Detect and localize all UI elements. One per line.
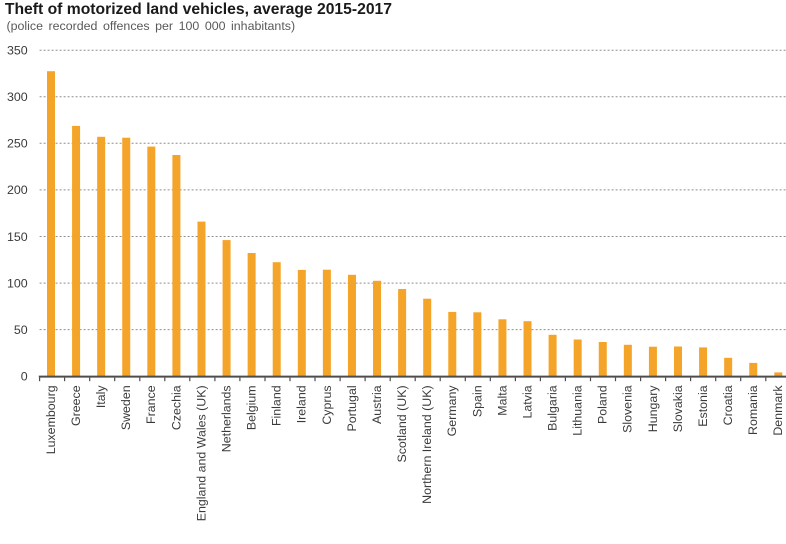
svg-text:England and Wales (UK): England and Wales (UK) <box>194 385 208 521</box>
svg-text:Theft of motorized land vehicl: Theft of motorized land vehicles, averag… <box>5 1 392 18</box>
svg-text:50: 50 <box>14 323 28 337</box>
svg-text:Latvia: Latvia <box>520 385 534 418</box>
svg-text:Finland: Finland <box>270 385 284 426</box>
svg-text:100: 100 <box>7 276 28 290</box>
svg-text:Bulgaria: Bulgaria <box>546 385 560 431</box>
svg-text:Czechia: Czechia <box>169 385 183 430</box>
svg-text:(police recorded offences per: (police recorded offences per 100 000 in… <box>7 19 296 33</box>
svg-text:Austria: Austria <box>370 385 384 424</box>
svg-text:Romania: Romania <box>746 385 760 435</box>
svg-text:Spain: Spain <box>470 385 484 417</box>
svg-text:Scotland (UK): Scotland (UK) <box>395 385 409 462</box>
svg-text:Malta: Malta <box>495 385 509 415</box>
svg-text:Portugal: Portugal <box>345 385 359 431</box>
svg-text:250: 250 <box>7 137 28 151</box>
svg-text:Northern Ireland (UK): Northern Ireland (UK) <box>420 385 434 503</box>
svg-text:0: 0 <box>21 370 28 384</box>
svg-text:Croatia: Croatia <box>721 385 735 425</box>
svg-text:Cyprus: Cyprus <box>320 385 334 424</box>
svg-text:200: 200 <box>7 183 28 197</box>
svg-text:Netherlands: Netherlands <box>220 385 234 452</box>
svg-text:Luxembourg: Luxembourg <box>44 385 58 454</box>
svg-text:Sweden: Sweden <box>119 385 133 430</box>
svg-text:Belgium: Belgium <box>245 385 259 430</box>
svg-text:Greece: Greece <box>69 385 83 426</box>
svg-text:Italy: Italy <box>94 385 108 409</box>
svg-text:Lithuania: Lithuania <box>571 385 585 435</box>
svg-text:Estonia: Estonia <box>696 385 710 426</box>
svg-text:Hungary: Hungary <box>646 385 660 433</box>
svg-text:Ireland: Ireland <box>295 385 309 423</box>
svg-text:150: 150 <box>7 230 28 244</box>
svg-text:Germany: Germany <box>445 385 459 437</box>
svg-text:France: France <box>144 385 158 424</box>
svg-text:Slovenia: Slovenia <box>621 385 635 433</box>
svg-text:300: 300 <box>7 90 28 104</box>
svg-text:350: 350 <box>7 44 28 58</box>
svg-text:Denmark: Denmark <box>771 385 785 436</box>
svg-text:Slovakia: Slovakia <box>671 385 685 432</box>
svg-text:Poland: Poland <box>596 385 610 424</box>
